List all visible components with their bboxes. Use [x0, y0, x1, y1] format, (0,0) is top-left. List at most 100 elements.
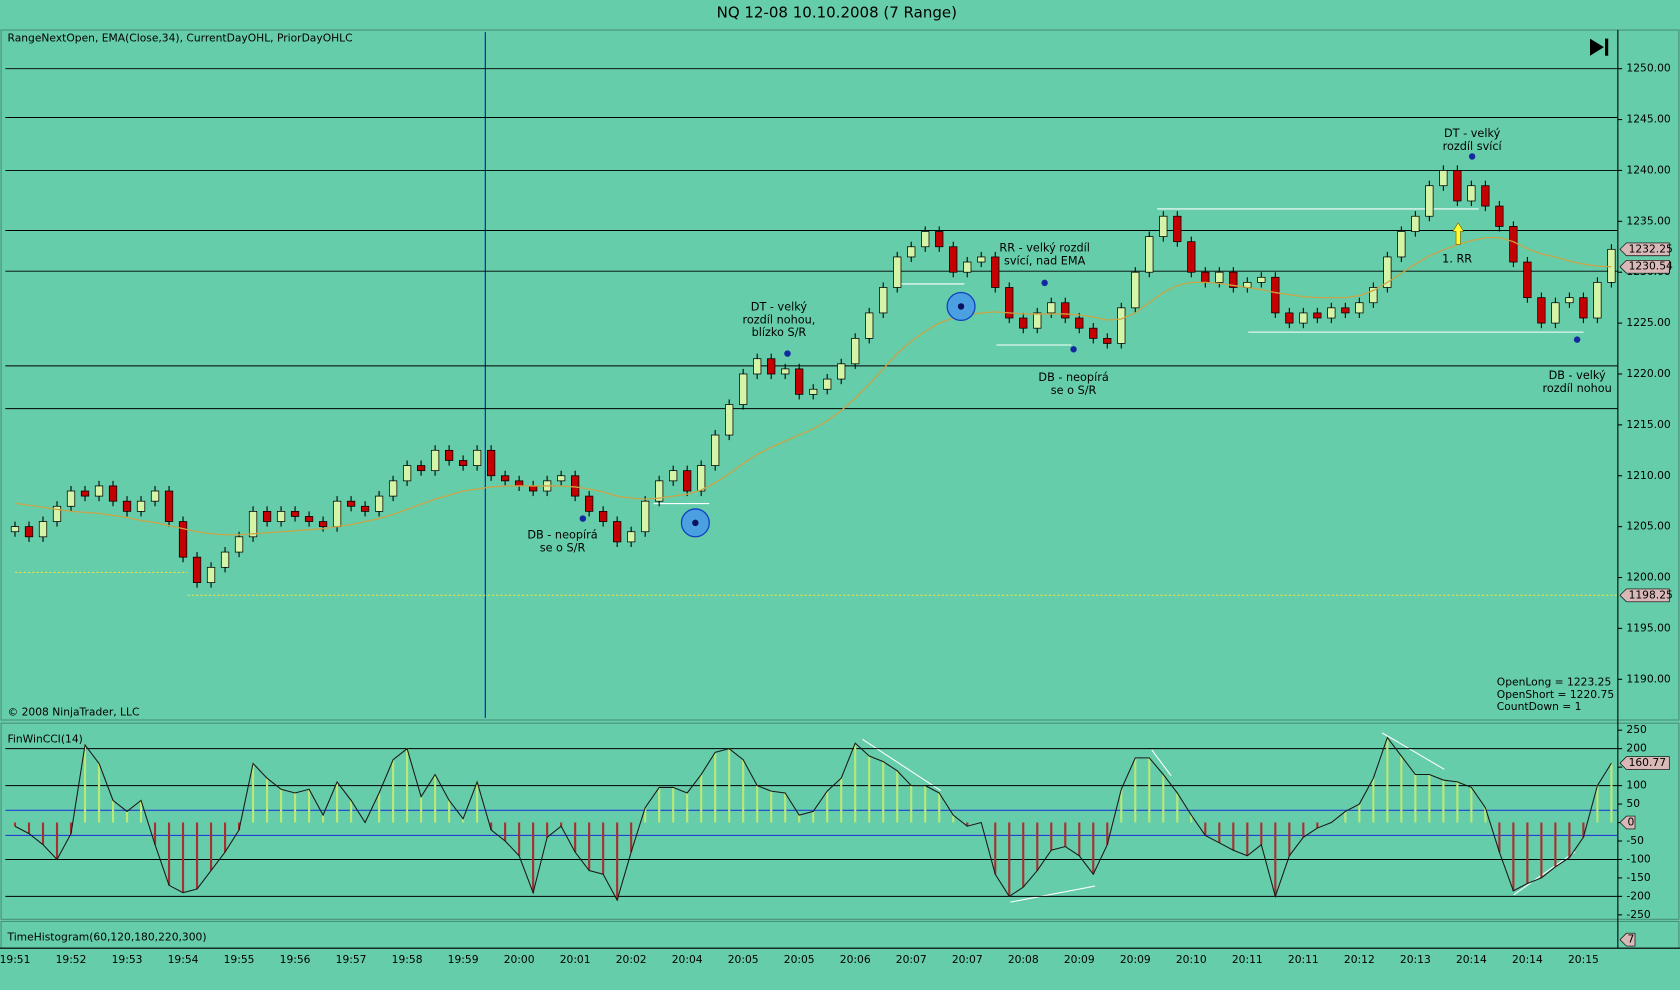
candle-body: [1047, 302, 1056, 314]
candle-body: [949, 246, 958, 273]
candle-body: [1117, 307, 1126, 344]
candle-body: [501, 475, 510, 482]
candle-body: [991, 256, 1000, 288]
x-tick-label: 19:52: [56, 953, 87, 966]
x-tick-label: 20:00: [504, 953, 535, 966]
candle-body: [52, 505, 62, 522]
candle-body: [739, 373, 748, 405]
candle-body: [374, 495, 384, 512]
y-tick-label: 1240.00: [1626, 163, 1670, 176]
candle-body: [1173, 215, 1182, 243]
candle-body: [1005, 287, 1014, 319]
x-tick-label: 20:07: [952, 953, 983, 966]
candle-body: [388, 480, 398, 497]
candle-body: [1467, 185, 1476, 202]
signal-dot: [1041, 279, 1048, 287]
candle-body: [1187, 241, 1196, 273]
candle-body: [1285, 312, 1294, 324]
annotation: rozdíl svící: [1443, 140, 1503, 153]
candle-body: [627, 531, 636, 543]
signal-dot: [784, 350, 791, 357]
candle-body: [1201, 271, 1210, 283]
y-tick-label: 1195.00: [1626, 621, 1670, 634]
y-tick-label: 1225.00: [1626, 316, 1670, 329]
candle-body: [935, 231, 944, 248]
x-tick-label: 19:53: [112, 953, 143, 966]
y-tick-label: 1210.00: [1626, 469, 1670, 482]
candle-body: [795, 368, 804, 395]
prior-day-low-flag: [1619, 588, 1670, 603]
y-tick-label: 1235.00: [1626, 214, 1670, 227]
signal-dot: [1468, 153, 1476, 160]
cci-zero-flag: [1619, 815, 1636, 830]
play-icon[interactable]: [1590, 38, 1604, 56]
x-tick-label: 19:54: [168, 953, 199, 966]
play-bar[interactable]: [1605, 38, 1609, 56]
last-price-label: 1232.25: [1629, 242, 1673, 255]
candle-body: [486, 449, 496, 477]
candle-body: [767, 358, 776, 375]
annotation: DT - velký: [1444, 127, 1501, 140]
y-tick-label: 1250.00: [1626, 62, 1670, 75]
x-tick-label: 20:11: [1232, 953, 1263, 966]
x-tick-label: 20:09: [1120, 953, 1151, 966]
cci-tick-label: -250: [1626, 908, 1650, 921]
candle-body: [276, 510, 286, 522]
candle-body: [725, 404, 734, 436]
entry-dot: [957, 303, 965, 310]
time-flag-label: 7: [1628, 933, 1635, 946]
cci-tick-label: 250: [1626, 723, 1647, 736]
candle-body: [430, 449, 440, 472]
cci-tick-label: 50: [1626, 797, 1640, 810]
annotation: DB - neopírá: [527, 529, 597, 542]
candle-body: [1355, 302, 1364, 314]
candle-body: [1103, 337, 1112, 344]
candle-body: [1299, 312, 1308, 324]
play-button[interactable]: [1590, 38, 1609, 56]
info-text: OpenShort = 1220.75: [1497, 688, 1614, 701]
x-tick-label: 20:02: [616, 953, 647, 966]
candle-body: [1313, 312, 1322, 319]
candle-body: [893, 256, 902, 288]
candle-body: [1089, 327, 1098, 339]
candle-body: [879, 287, 888, 314]
entry-dot: [692, 519, 699, 527]
x-tick-label: 20:14: [1456, 953, 1487, 966]
candle-body: [515, 480, 524, 487]
candle-body: [1145, 236, 1154, 273]
candle-body: [178, 521, 188, 558]
candle-body: [136, 500, 146, 512]
ema-flag: [1619, 259, 1670, 274]
drawn-line: [1010, 885, 1096, 903]
candle-body: [1425, 185, 1434, 217]
x-tick-label: 20:07: [896, 953, 927, 966]
candle-body: [1551, 302, 1560, 324]
cci-histogram: [13, 737, 1613, 901]
candle-body: [122, 500, 132, 512]
x-tick-label: 20:10: [1176, 953, 1207, 966]
cci-tick-label: 0: [1628, 816, 1635, 829]
candle-body: [1383, 256, 1392, 288]
annotation: DB - velký: [1549, 369, 1606, 382]
x-tick-label: 19:56: [280, 953, 311, 966]
x-tick-label: 19:59: [448, 953, 479, 966]
candle-body: [809, 388, 818, 395]
copyright: © 2008 NinjaTrader, LLC: [8, 706, 140, 719]
info-text: OpenLong = 1223.25: [1497, 676, 1612, 689]
candles: [10, 165, 1616, 588]
x-tick-label: 20:05: [784, 953, 815, 966]
y-tick-label: 1245.00: [1626, 113, 1670, 126]
candle-body: [837, 363, 846, 380]
candle-body: [1523, 261, 1532, 299]
x-tick-label: 20:14: [1512, 953, 1543, 966]
candle-body: [1495, 205, 1504, 227]
candle-body: [781, 368, 790, 375]
candle-body: [66, 490, 76, 507]
candle-body: [977, 256, 986, 263]
x-tick-label: 20:01: [560, 953, 591, 966]
candle-body: [458, 460, 468, 466]
prior-day-low-label: 1198.25: [1629, 588, 1673, 601]
x-tick-label: 19:57: [336, 953, 367, 966]
candle-body: [1229, 271, 1238, 288]
